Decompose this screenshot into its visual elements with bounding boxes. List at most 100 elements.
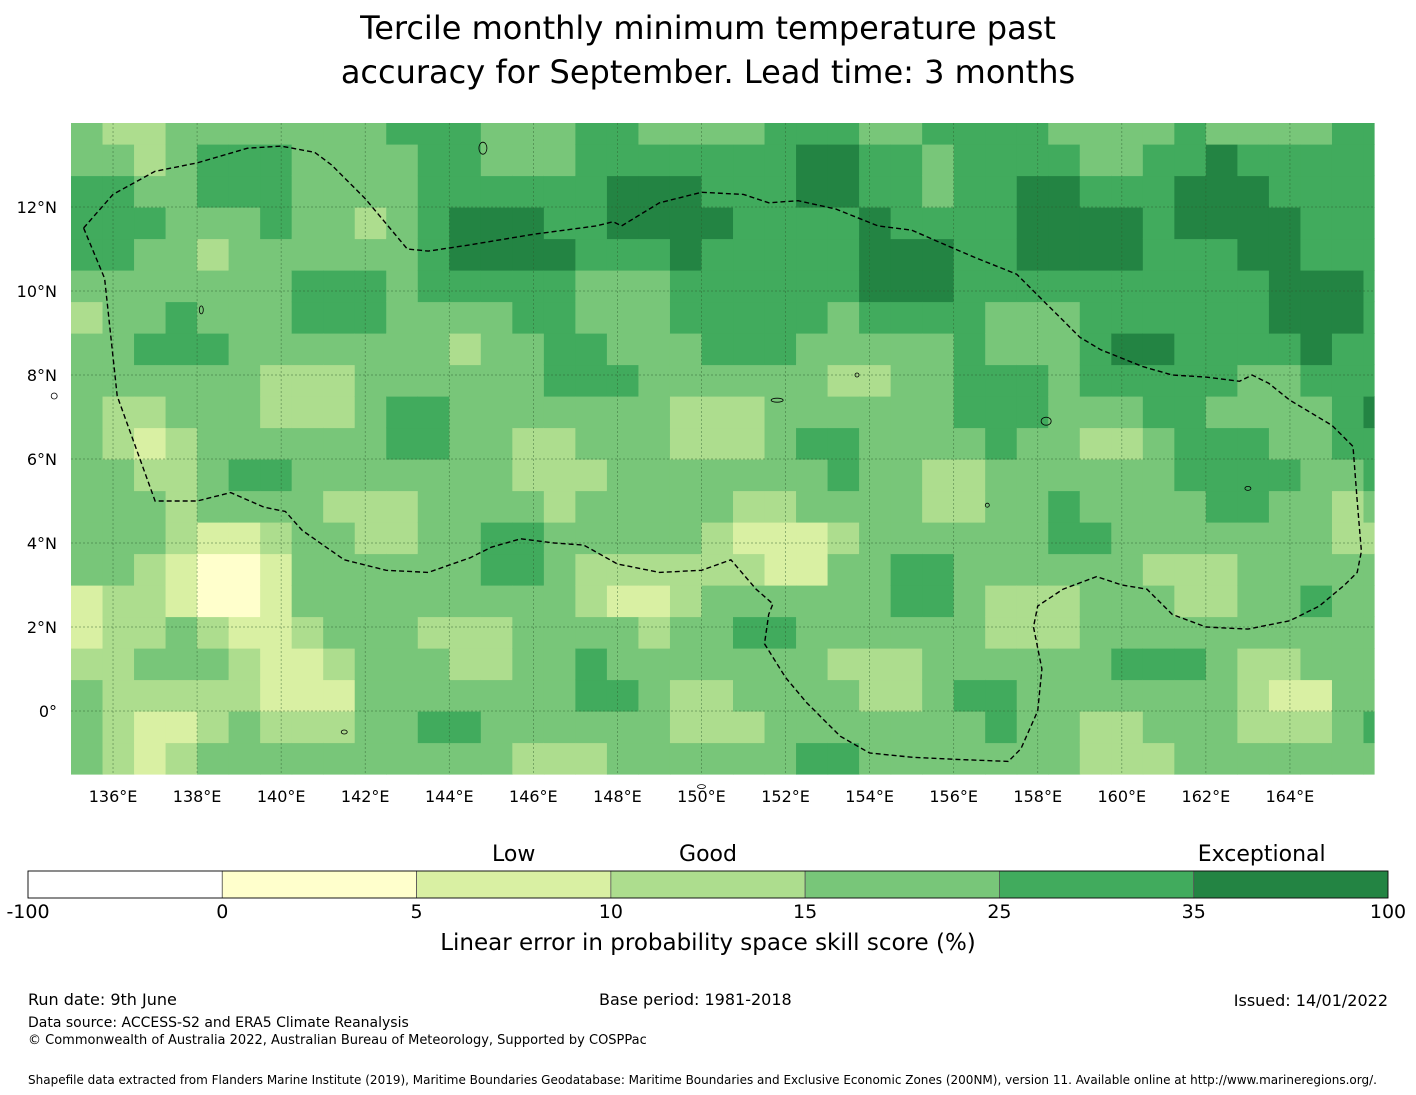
chart-title: Tercile monthly minimum temperature past… (0, 6, 1416, 94)
grid-cell (827, 364, 860, 397)
grid-cell (922, 459, 955, 492)
grid-cell (260, 490, 293, 523)
grid-cell (953, 396, 986, 429)
grid-cell (1237, 364, 1270, 397)
y-tick-label: 2°N (27, 618, 57, 637)
grid-cell (764, 144, 797, 177)
issued-date: Issued: 14/01/2022 (1233, 991, 1388, 1010)
grid-cell (890, 238, 923, 271)
grid-cell (1331, 427, 1365, 460)
grid-cell (953, 648, 986, 681)
grid-cell (701, 459, 734, 492)
grid-cell (323, 553, 356, 586)
grid-cell (1079, 585, 1112, 618)
grid-cell (859, 333, 892, 366)
grid-cell (165, 648, 198, 681)
grid-cell (1300, 270, 1333, 303)
grid-cell (71, 648, 104, 681)
grid-cell (985, 585, 1018, 618)
grid-cell (165, 207, 198, 240)
grid-cell (575, 742, 608, 775)
grid-cell (1205, 123, 1238, 145)
grid-cell (354, 742, 387, 775)
grid-cell (890, 301, 923, 334)
grid-cell (354, 522, 387, 555)
grid-cell (228, 490, 261, 523)
grid-cell (543, 648, 576, 681)
grid-cell (165, 522, 198, 555)
grid-cell (859, 553, 892, 586)
grid-cell (165, 301, 198, 334)
grid-cell (291, 238, 324, 271)
title-line-1: Tercile monthly minimum temperature past (360, 9, 1056, 47)
grid-cell (449, 742, 482, 775)
grid-cell (480, 238, 513, 271)
grid-cell (669, 396, 703, 429)
x-tick-label: 136°E (89, 787, 138, 806)
grid-cell (386, 207, 419, 240)
grid-cell (1174, 553, 1207, 586)
grid-cell (1363, 364, 1375, 397)
grid-cell (1268, 144, 1302, 177)
y-tick-label: 0° (39, 702, 57, 721)
grid-cell (386, 364, 419, 397)
grid-cell (1079, 238, 1112, 271)
grid-cell (701, 270, 734, 303)
grid-cell (1300, 522, 1333, 555)
grid-cell (1142, 711, 1175, 744)
grid-cell (733, 679, 766, 712)
grid-cell (1016, 648, 1049, 681)
grid-cell (228, 648, 261, 681)
grid-cell (1205, 742, 1238, 775)
grid-cell (575, 396, 608, 429)
grid-cell (859, 144, 892, 177)
grid-cell (1331, 270, 1365, 303)
y-tick-label: 4°N (27, 534, 57, 553)
grid-cell (796, 207, 829, 240)
grid-cell (1016, 301, 1049, 334)
grid-cell (1205, 238, 1238, 271)
grid-cell (701, 679, 734, 712)
grid-cell (1268, 553, 1302, 586)
grid-cell (1079, 396, 1112, 429)
grid-cell (1363, 123, 1375, 145)
grid-cell (197, 679, 230, 712)
grid-cell (606, 679, 640, 712)
grid-cell (1205, 648, 1238, 681)
grid-cell (764, 616, 797, 649)
grid-cell (827, 648, 860, 681)
grid-cell (606, 364, 640, 397)
grid-cell (890, 522, 923, 555)
grid-cell (890, 648, 923, 681)
grid-cell (1111, 427, 1144, 460)
grid-cell (543, 175, 576, 208)
grid-cell (859, 364, 892, 397)
grid-cell (1048, 648, 1081, 681)
grid-cell (1237, 270, 1270, 303)
grid-cell (733, 459, 766, 492)
grid-cell (669, 144, 703, 177)
grid-cell (764, 490, 797, 523)
grid-cell (1237, 144, 1270, 177)
grid-cell (291, 522, 324, 555)
grid-cell (354, 553, 387, 586)
grid-cell (606, 459, 640, 492)
grid-cell (890, 616, 923, 649)
grid-cell (575, 207, 608, 240)
grid-cell (260, 207, 293, 240)
grid-cell (1363, 711, 1375, 744)
grid-cell (638, 301, 671, 334)
grid-cell (985, 175, 1018, 208)
grid-cell (796, 144, 829, 177)
x-tick-label: 138°E (173, 787, 222, 806)
grid-cell (922, 711, 955, 744)
base-period: Base period: 1981-2018 (599, 990, 792, 1009)
grid-cell (890, 333, 923, 366)
grid-cell (733, 364, 766, 397)
grid-cell (1111, 364, 1144, 397)
category-exceptional: Exceptional (1197, 842, 1326, 867)
colorbar-tick-label: 35 (1181, 901, 1206, 923)
grid-cell (323, 648, 356, 681)
colorbar-tick-label: 25 (987, 901, 1012, 923)
grid-cell (701, 742, 734, 775)
